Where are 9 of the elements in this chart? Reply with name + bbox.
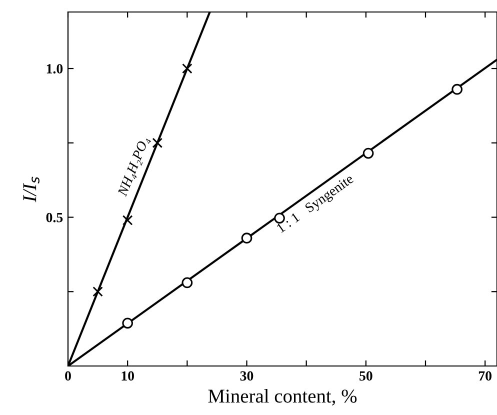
y-tick-label: 0.5 <box>46 212 63 222</box>
x-tick-label: 50 <box>360 371 372 381</box>
x-tick-label: 10 <box>122 371 134 381</box>
x-tick-label: 0 <box>65 371 71 381</box>
x-tick-label: 70 <box>478 371 492 381</box>
x-axis-title: Mineral content, % <box>208 389 357 406</box>
x-tick-label: 30 <box>240 371 254 381</box>
y-axis-title: I/I$_{s}$ <box>23 176 40 202</box>
y-tick-label: 1.0 <box>46 64 63 74</box>
